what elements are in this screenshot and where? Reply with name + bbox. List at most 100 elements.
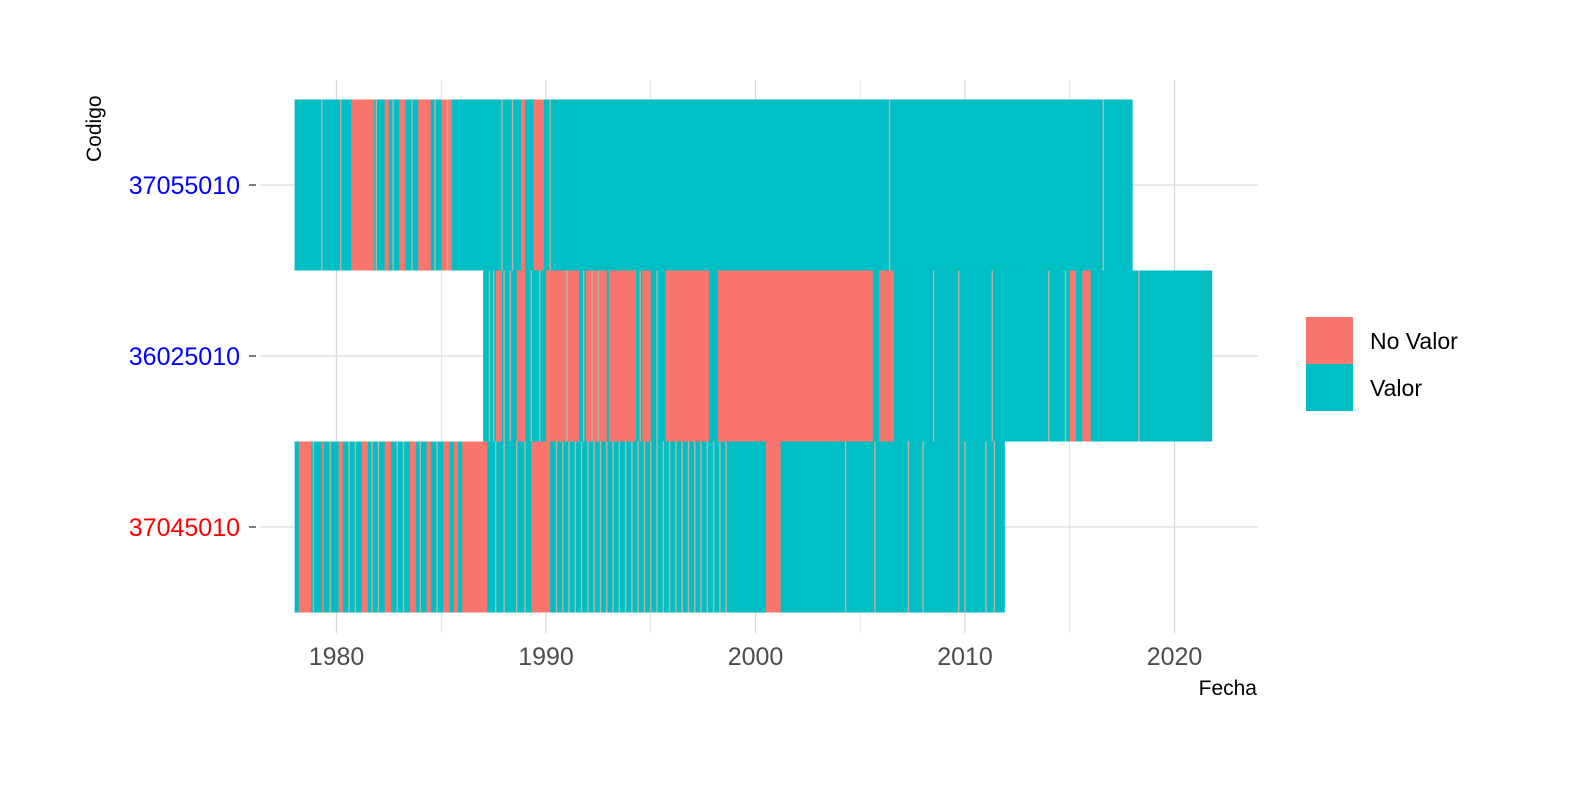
row-37055010-gap-line (446, 99, 449, 271)
row-37045010-gap-line (555, 441, 558, 613)
row-37045010-no-valor-tile (765, 441, 781, 613)
row-37055010-no-valor-tile (520, 99, 526, 271)
x-axis-ticks: 1980 1990 2000 2010 2020 (309, 643, 1203, 671)
row-37055010-gap-line (549, 99, 551, 271)
row-37045010-no-valor-tile (361, 441, 368, 613)
legend-label: Valor (1370, 375, 1422, 401)
y-axis-title: Codigo (83, 95, 106, 162)
row-37045010-gap-line (515, 441, 518, 613)
row-37045010-gap-line (495, 441, 497, 613)
row-37045010-no-valor-tile (298, 441, 312, 613)
row-37045010-gap-line (593, 441, 595, 613)
row-37045010-gap-line (650, 441, 652, 613)
row-36025010-no-valor-tile (879, 270, 894, 442)
row-37045010-gap-line (599, 441, 602, 613)
row-37045010-gap-line (568, 441, 570, 613)
row-37045010-gap-line (675, 441, 677, 613)
row-36025010-no-valor-tile (608, 270, 637, 442)
row-37045010-no-valor-tile (531, 441, 551, 613)
row-37045010-gap-line (719, 441, 721, 613)
row-36025010-gap-line (1138, 270, 1140, 442)
row-36025010-gap-line (1048, 270, 1050, 442)
row-37045010-gap-line (419, 441, 421, 613)
row-37055010-gap-line (392, 99, 394, 271)
row-37045010-no-valor-tile (453, 441, 459, 613)
row-37045010-gap-line (631, 441, 633, 613)
row-37045010-no-valor-tile (384, 441, 391, 613)
row-37045010-gap-line (668, 441, 671, 613)
row-36025010-gap-line (492, 270, 495, 442)
row-37045010-gap-line (662, 441, 665, 613)
y-axis-ticks: 37055010 36025010 37045010 (129, 172, 256, 542)
row-37045010-gap-line (354, 441, 357, 613)
row-37045010-gap-line (874, 441, 876, 613)
row-37045010-gap-line (396, 441, 398, 613)
row-37055010-gap-line (1102, 99, 1104, 271)
row-36025010-gap-line (932, 270, 935, 442)
row-37045010-gap-line (612, 441, 614, 613)
row-36025010-gap-line (958, 270, 960, 442)
row-37045010-gap-line (637, 441, 639, 613)
row-37045010-no-valor-tile (462, 441, 488, 613)
row-37055010-no-valor-tile (418, 99, 431, 271)
x-tick-label: 1990 (518, 643, 574, 671)
row-37045010-gap-line (524, 441, 526, 613)
row-37045010-no-valor-tile (426, 441, 431, 613)
row-37045010-gap-line (587, 441, 589, 613)
row-37045010-gap-line (922, 441, 924, 613)
legend-key-no-valor (1306, 317, 1353, 364)
row-37045010-gap-line (371, 441, 373, 613)
row-37055010-no-valor-tile (441, 99, 452, 271)
x-tick-label: 2010 (937, 643, 993, 671)
row-36025010-gap-line (597, 270, 600, 442)
row-36025010-gap-line (503, 270, 505, 442)
row-37045010-no-valor-tile (321, 441, 324, 613)
row-36025010-gap-line (530, 270, 533, 442)
row-37055010-gap-line (411, 99, 413, 271)
row-37055010-no-valor-tile (533, 99, 544, 271)
row-36025010-no-valor-tile (1082, 270, 1091, 442)
row-36025010-no-valor-tile (546, 270, 580, 442)
row-36025010-no-valor-tile (516, 270, 526, 442)
row-37045010-gap-line (656, 441, 658, 613)
row-37045010-gap-line (402, 441, 405, 613)
row-36025010-gap-line (539, 270, 541, 442)
legend-key-valor (1306, 364, 1353, 411)
row-36025010-gap-line (991, 270, 993, 442)
x-tick-label: 1980 (309, 643, 365, 671)
row-37045010-gap-line (643, 441, 646, 613)
row-36025010-no-valor-tile (1069, 270, 1077, 442)
row-36025010-gap-line (1064, 270, 1067, 442)
x-axis-title: Fecha (1199, 677, 1258, 700)
row-37045010-gap-line (562, 441, 564, 613)
row-37045010-gap-line (503, 441, 505, 613)
row-37045010-gap-line (993, 441, 996, 613)
row-37045010-no-valor-tile (409, 441, 417, 613)
row-36025010-gap-line (591, 270, 593, 442)
row-37045010-base-tile (294, 441, 1005, 613)
row-36025010-gap-line (488, 270, 491, 442)
row-37055010-gap-line (321, 99, 323, 271)
row-37045010-gap-line (706, 441, 709, 613)
y-tick-label-37055010: 37055010 (129, 172, 240, 200)
row-36025010-gap-line (509, 270, 512, 442)
row-37045010-gap-line (907, 441, 910, 613)
row-37055010-gap-line (375, 99, 378, 271)
row-37045010-gap-line (574, 441, 577, 613)
y-tick-label-37045010: 37045010 (129, 514, 240, 542)
row-37045010-gap-line (580, 441, 583, 613)
row-37045010-gap-line (687, 441, 690, 613)
row-37045010-gap-line (377, 441, 380, 613)
row-36025010-no-valor-tile (585, 270, 607, 442)
row-37045010-gap-line (436, 441, 438, 613)
x-tick-label: 2000 (728, 643, 784, 671)
row-37055010-no-valor-tile (384, 99, 389, 271)
row-37045010-gap-line (618, 441, 621, 613)
row-37045010-gap-line (694, 441, 696, 613)
row-37055010-gap-line (501, 99, 503, 271)
row-36025010-no-valor-tile (717, 270, 873, 442)
row-37045010-gap-line (725, 441, 727, 613)
row-37045010-gap-line (624, 441, 627, 613)
row-37055010-gap-line (888, 99, 891, 271)
